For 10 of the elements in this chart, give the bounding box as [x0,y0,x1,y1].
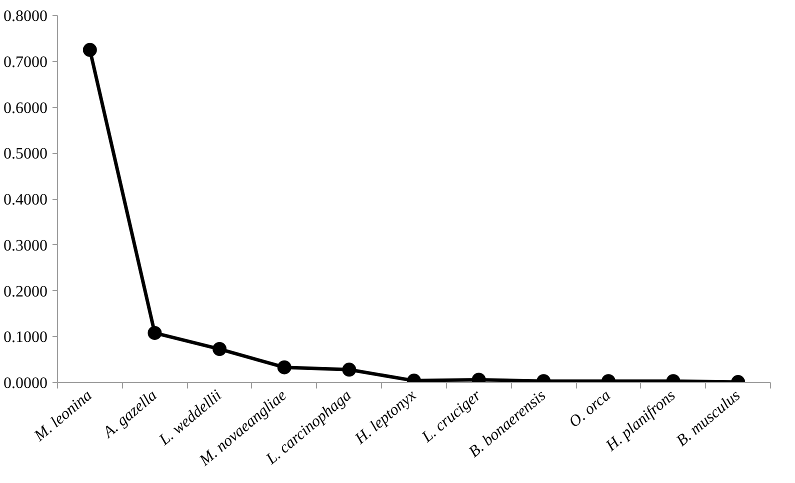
y-tick-label: 0.5000 [4,146,48,163]
y-tick-label: 0.4000 [4,192,48,208]
y-tick-label: 0.7000 [4,54,48,71]
y-tick-label: 0.6000 [4,100,48,117]
y-tick-label: 0.0000 [4,375,48,392]
y-tick-label: 0.1000 [4,329,48,346]
x-tick-label: O. orca [566,386,614,432]
y-tick-label: 0.2000 [4,283,48,300]
y-tick-label: 0.3000 [4,237,48,254]
y-tick-label: 0.8000 [4,8,48,25]
